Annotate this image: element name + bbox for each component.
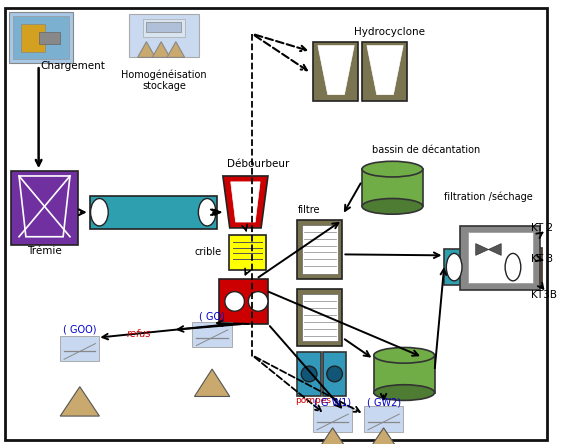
Text: Homogénéisation
stockage: Homogénéisation stockage xyxy=(121,69,207,91)
Ellipse shape xyxy=(374,348,435,363)
Bar xyxy=(11,171,78,245)
Text: KT 2: KT 2 xyxy=(531,223,553,233)
Ellipse shape xyxy=(90,198,108,226)
Polygon shape xyxy=(231,182,260,222)
Bar xyxy=(144,19,185,37)
Bar xyxy=(364,406,403,432)
Ellipse shape xyxy=(249,292,268,311)
Polygon shape xyxy=(367,46,403,95)
Polygon shape xyxy=(368,428,399,448)
Bar xyxy=(297,353,321,396)
Polygon shape xyxy=(146,22,181,32)
Bar xyxy=(313,406,352,432)
Ellipse shape xyxy=(199,198,216,226)
Bar xyxy=(521,248,542,287)
Text: pompes: pompes xyxy=(295,396,331,405)
Bar xyxy=(39,32,60,43)
Text: ( GOO): ( GOO) xyxy=(63,325,96,335)
Bar xyxy=(460,226,540,290)
Text: bassin de décantation: bassin de décantation xyxy=(372,145,480,155)
Bar xyxy=(302,293,338,340)
Polygon shape xyxy=(153,42,170,57)
Bar xyxy=(219,279,268,324)
Ellipse shape xyxy=(374,385,435,401)
Text: ( GW2): ( GW2) xyxy=(366,397,401,407)
Bar xyxy=(90,196,217,229)
Text: Hydrocyclone: Hydrocyclone xyxy=(354,27,425,37)
Text: Débourbeur: Débourbeur xyxy=(227,159,289,169)
Polygon shape xyxy=(476,244,501,255)
Polygon shape xyxy=(317,428,348,448)
Text: ( G W1): ( G W1) xyxy=(314,397,351,407)
Bar xyxy=(302,225,338,274)
Text: Chargement: Chargement xyxy=(40,61,105,71)
Polygon shape xyxy=(60,387,99,416)
Bar xyxy=(21,24,45,52)
Text: Trémie: Trémie xyxy=(27,246,62,256)
Bar xyxy=(374,355,435,392)
Bar xyxy=(323,353,346,396)
Polygon shape xyxy=(223,176,268,228)
Ellipse shape xyxy=(327,366,342,382)
Bar xyxy=(129,14,199,57)
Bar xyxy=(362,169,423,207)
Bar xyxy=(362,42,407,100)
Polygon shape xyxy=(137,42,155,57)
Ellipse shape xyxy=(225,292,245,311)
Bar xyxy=(229,235,266,270)
Text: filtration /séchage: filtration /séchage xyxy=(444,191,533,202)
Bar xyxy=(468,232,532,283)
Bar xyxy=(13,16,69,59)
Text: KT3B: KT3B xyxy=(531,289,557,300)
Bar xyxy=(297,289,342,345)
Bar xyxy=(313,42,358,100)
Bar xyxy=(192,322,232,348)
Polygon shape xyxy=(318,46,354,95)
Polygon shape xyxy=(167,42,185,57)
Text: refus: refus xyxy=(127,329,151,339)
Ellipse shape xyxy=(505,254,521,281)
Text: filtre: filtre xyxy=(297,205,320,215)
Bar xyxy=(297,220,342,279)
Ellipse shape xyxy=(447,254,462,281)
Text: ( GO): ( GO) xyxy=(199,311,225,321)
Ellipse shape xyxy=(362,198,423,214)
Text: KT 3: KT 3 xyxy=(531,254,553,264)
Bar xyxy=(444,250,521,285)
Ellipse shape xyxy=(362,161,423,177)
Polygon shape xyxy=(195,369,230,396)
Ellipse shape xyxy=(301,366,317,382)
Bar xyxy=(9,12,73,63)
Bar xyxy=(60,336,99,361)
Text: crible: crible xyxy=(195,247,222,258)
